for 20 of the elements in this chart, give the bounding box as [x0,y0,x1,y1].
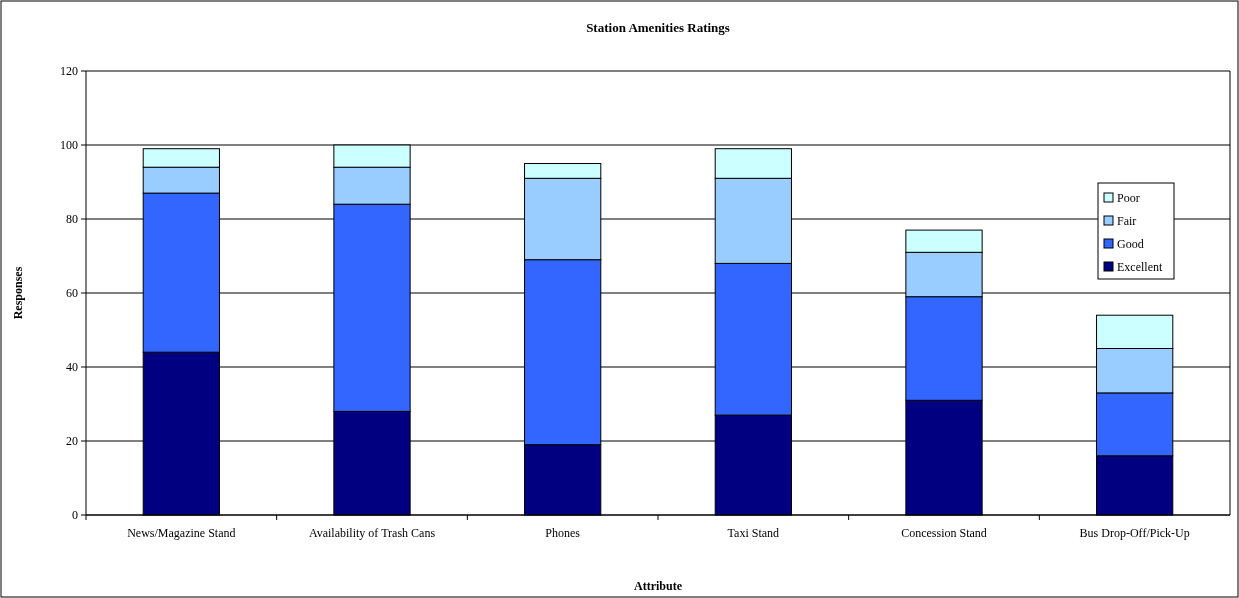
y-tick-label: 120 [60,64,78,79]
legend-label: Good [1117,237,1144,252]
x-tick-label: Concession Stand [901,526,987,540]
x-tick-label: Taxi Stand [727,526,780,540]
y-axis-title: Responses [11,266,25,320]
legend-label: Fair [1117,214,1137,229]
y-tick-label: 100 [60,138,78,153]
y-tick-label: 20 [66,434,78,449]
x-tick-label: News/Magazine Stand [127,526,236,540]
chart-title: Station Amenities Ratings [586,20,730,35]
legend-label: Poor [1117,191,1140,206]
x-tick-label: Phones [545,526,581,540]
y-tick-label: 0 [72,508,78,523]
legend-label: Excellent [1117,260,1163,275]
y-tick-label: 40 [66,360,78,375]
y-tick-label: 60 [66,286,78,301]
x-tick-label: Availability of Trash Cans [308,526,436,540]
x-axis-title: Attribute [634,579,683,593]
y-tick-label: 80 [66,212,78,227]
x-tick-label: Bus Drop-Off/Pick-Up [1079,526,1190,540]
